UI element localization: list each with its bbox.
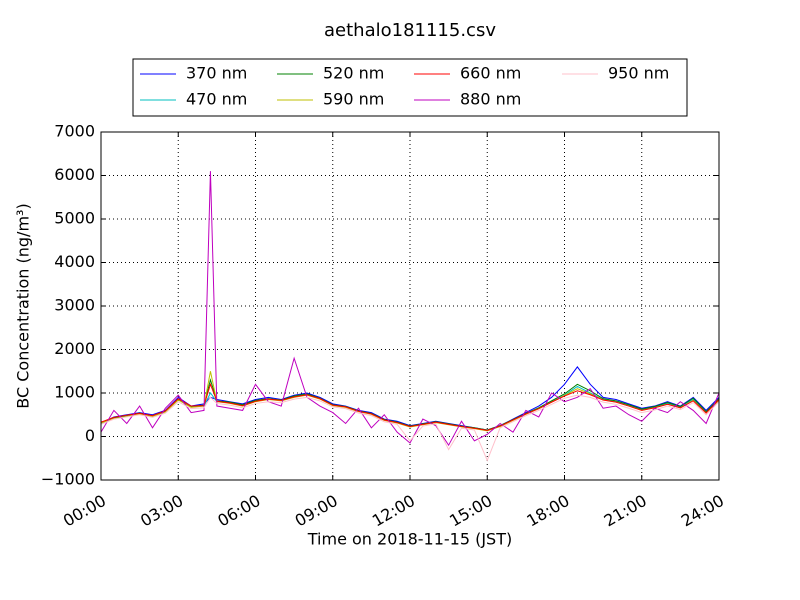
x-tick-label: 18:00 <box>523 491 572 531</box>
x-tick-label: 00:00 <box>60 491 109 531</box>
legend-label: 370 nm <box>186 64 247 83</box>
y-tick-label: 0 <box>85 426 95 445</box>
x-tick-label: 03:00 <box>137 491 186 531</box>
y-tick-label: 1000 <box>54 383 95 402</box>
legend-label: 590 nm <box>323 90 384 109</box>
plot-frame <box>100 131 720 481</box>
data-line <box>101 382 719 431</box>
data-line <box>101 171 719 447</box>
y-tick-label: 5000 <box>54 209 95 228</box>
x-tick-label: 09:00 <box>292 491 341 531</box>
chart-title: aethalo181115.csv <box>324 20 496 41</box>
x-tick-label: 06:00 <box>214 491 263 531</box>
y-tick-label: 2000 <box>54 339 95 358</box>
x-tick-label: 12:00 <box>369 491 418 531</box>
legend-label: 660 nm <box>460 64 521 83</box>
legend-label: 470 nm <box>186 90 247 109</box>
x-axis-label: Time on 2018-11-15 (JST) <box>307 530 512 549</box>
y-axis-label: BC Concentration (ng/m³) <box>14 203 33 408</box>
y-tick-label: 6000 <box>54 165 95 184</box>
x-tick-label: 15:00 <box>446 491 495 531</box>
x-tick-label: 24:00 <box>678 491 727 531</box>
data-line <box>101 394 719 462</box>
legend-label: 520 nm <box>323 64 384 83</box>
legend-label: 950 nm <box>608 64 669 83</box>
legend-box <box>132 58 688 117</box>
y-tick-label: 7000 <box>54 122 95 141</box>
y-tick-label: 4000 <box>54 252 95 271</box>
x-tick-label: 21:00 <box>601 491 650 531</box>
y-tick-label: −1000 <box>41 470 95 489</box>
y-tick-label: 3000 <box>54 296 95 315</box>
legend-label: 880 nm <box>460 90 521 109</box>
